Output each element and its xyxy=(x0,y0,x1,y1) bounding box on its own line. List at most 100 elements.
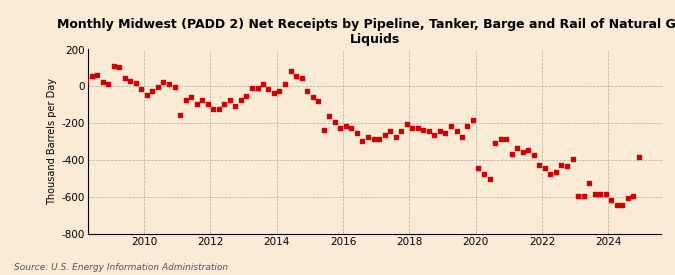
Point xyxy=(197,98,208,102)
Point xyxy=(512,146,522,150)
Point xyxy=(412,126,423,130)
Y-axis label: Thousand Barrels per Day: Thousand Barrels per Day xyxy=(47,78,57,205)
Point xyxy=(605,197,616,202)
Point xyxy=(440,131,451,136)
Point xyxy=(407,126,418,130)
Point xyxy=(324,114,335,118)
Point xyxy=(130,81,141,85)
Point xyxy=(279,81,290,86)
Point xyxy=(578,194,589,198)
Point xyxy=(313,99,323,103)
Point xyxy=(335,126,346,130)
Point xyxy=(539,166,550,170)
Point xyxy=(153,85,163,89)
Point xyxy=(423,129,434,134)
Point xyxy=(362,135,373,139)
Point xyxy=(556,163,567,167)
Point xyxy=(236,98,246,102)
Point xyxy=(125,79,136,83)
Point xyxy=(97,79,108,84)
Point xyxy=(589,192,600,196)
Point xyxy=(257,81,268,86)
Point xyxy=(534,163,545,167)
Point xyxy=(119,76,130,80)
Point xyxy=(180,98,191,102)
Point xyxy=(296,76,307,80)
Point xyxy=(468,118,479,123)
Point xyxy=(103,81,113,86)
Point xyxy=(329,120,340,125)
Point xyxy=(319,127,329,132)
Point xyxy=(484,177,495,182)
Point xyxy=(263,87,274,91)
Point xyxy=(340,124,351,128)
Point xyxy=(462,124,473,128)
Point xyxy=(551,170,562,174)
Point xyxy=(219,102,230,106)
Point xyxy=(269,90,279,95)
Point xyxy=(628,194,639,198)
Point xyxy=(291,74,302,78)
Point xyxy=(617,203,628,207)
Point xyxy=(584,181,595,185)
Point xyxy=(230,103,241,108)
Point xyxy=(141,92,152,97)
Point xyxy=(163,81,174,86)
Point xyxy=(246,86,257,90)
Point xyxy=(402,122,412,126)
Point xyxy=(489,140,500,145)
Point xyxy=(567,157,578,161)
Point xyxy=(86,74,97,78)
Point xyxy=(495,137,506,141)
Point xyxy=(224,98,235,102)
Point xyxy=(136,87,147,91)
Point xyxy=(429,133,439,138)
Point xyxy=(114,65,125,69)
Point xyxy=(396,129,406,134)
Point xyxy=(202,102,213,106)
Point xyxy=(456,135,467,139)
Text: Source: U.S. Energy Information Administration: Source: U.S. Energy Information Administ… xyxy=(14,263,227,272)
Point xyxy=(562,164,572,169)
Point xyxy=(307,95,318,100)
Point xyxy=(473,166,484,170)
Point xyxy=(522,148,533,152)
Point xyxy=(302,89,313,93)
Point xyxy=(241,94,252,99)
Point xyxy=(373,137,384,141)
Title: Monthly Midwest (PADD 2) Net Receipts by Pipeline, Tanker, Barge and Rail of Nat: Monthly Midwest (PADD 2) Net Receipts by… xyxy=(57,18,675,46)
Point xyxy=(169,85,180,89)
Point xyxy=(147,89,158,93)
Point xyxy=(175,113,186,117)
Point xyxy=(92,73,103,78)
Point xyxy=(274,89,285,93)
Point xyxy=(634,155,645,160)
Point xyxy=(612,203,622,207)
Point xyxy=(75,56,86,60)
Point xyxy=(435,129,446,134)
Point xyxy=(622,196,633,200)
Point xyxy=(286,68,296,73)
Point xyxy=(572,194,583,198)
Point xyxy=(81,79,92,83)
Point xyxy=(369,137,379,141)
Point xyxy=(418,127,429,132)
Point xyxy=(501,137,512,141)
Point xyxy=(446,124,456,128)
Point xyxy=(357,139,368,143)
Point xyxy=(600,192,611,196)
Point xyxy=(385,129,396,134)
Point xyxy=(158,79,169,84)
Point xyxy=(191,102,202,106)
Point xyxy=(208,107,219,112)
Point xyxy=(545,172,556,176)
Point xyxy=(252,86,263,90)
Point xyxy=(518,150,529,154)
Point xyxy=(451,129,462,134)
Point xyxy=(529,153,539,158)
Point xyxy=(379,133,390,138)
Point xyxy=(213,107,224,112)
Point xyxy=(390,135,401,139)
Point xyxy=(506,152,517,156)
Point xyxy=(595,192,605,196)
